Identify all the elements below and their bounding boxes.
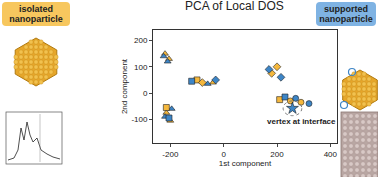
svg-text:vertex at interface: vertex at interface — [267, 117, 336, 126]
html-text:isolated nanoparticle: isolated nanoparticle — [9, 4, 63, 24]
svg-text:-100: -100 — [131, 115, 148, 124]
html-text:supported nanoparticle: supported nanoparticle — [319, 4, 373, 24]
svg-text:1st component: 1st component — [219, 159, 272, 168]
svg-text:0: 0 — [221, 150, 226, 159]
svg-text:0: 0 — [143, 89, 148, 98]
svg-text:200: 200 — [134, 36, 148, 45]
svg-text:400: 400 — [324, 150, 338, 159]
svg-text:PCA of Local DOS: PCA of Local DOS — [185, 0, 284, 13]
svg-text:2nd component: 2nd component — [120, 58, 129, 114]
svg-text:100: 100 — [134, 63, 148, 72]
svg-text:-200: -200 — [162, 150, 179, 159]
svg-text:200: 200 — [270, 150, 284, 159]
